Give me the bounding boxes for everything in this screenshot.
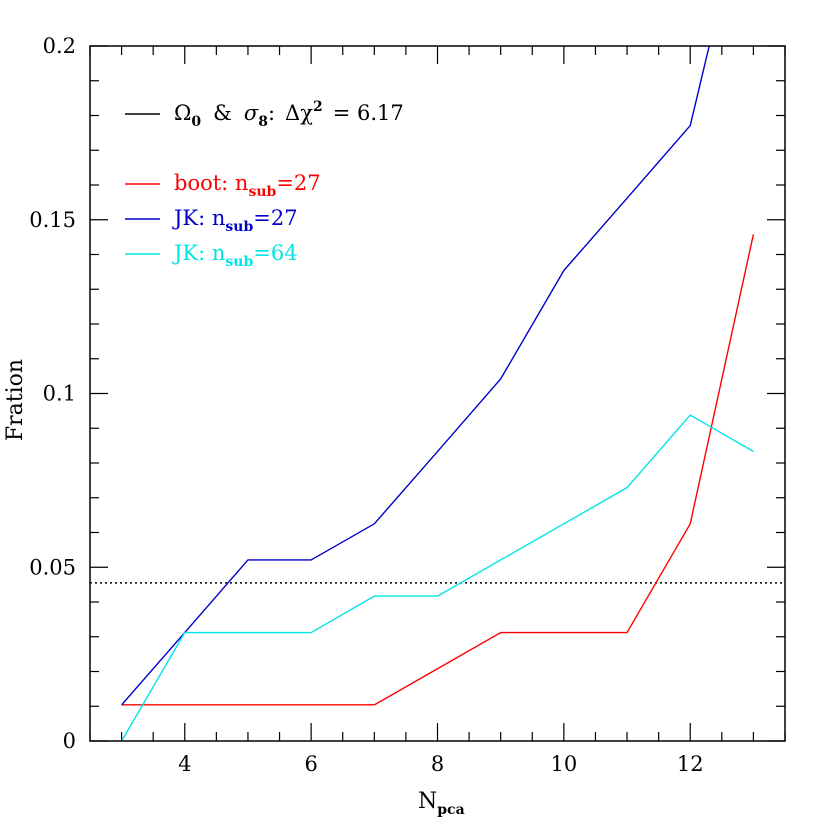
y-tick-label: 0.15 — [29, 208, 76, 232]
plot-frame — [89, 45, 786, 742]
legend-header-label: Ω0 & σ8: Δχ2 = 6.17 — [174, 99, 404, 130]
delta-chi: Δχ — [285, 101, 313, 125]
legend-label-boot-27: boot: nsub=27 — [174, 171, 321, 200]
legend-label-value: =27 — [253, 206, 297, 230]
x-axis-label-subscript: pca — [437, 802, 464, 818]
legend-label-value: =27 — [276, 171, 320, 195]
y-tick-label: 0 — [63, 729, 76, 753]
tick-labels: 4 6 8 10 12 0 0.05 0.1 0.15 0.2 — [29, 34, 703, 776]
chi-superscript: 2 — [313, 99, 323, 115]
y-tick-label: 0.2 — [43, 34, 76, 58]
x-axis-label: N — [418, 789, 437, 814]
y-axis-title: Fration — [3, 359, 28, 441]
delta-chi-value: = 6.17 — [333, 101, 404, 125]
ampersand: & — [213, 101, 232, 125]
y-tick-label: 0.05 — [29, 555, 76, 579]
legend-series: boot: nsub=27 JK: nsub=27 JK: nsub=64 — [125, 171, 321, 270]
series-line-boot-27 — [121, 234, 755, 706]
legend-label-subscript: sub — [248, 184, 276, 200]
x-tick-label: 10 — [550, 752, 577, 776]
legend-label-jk-27: JK: nsub=27 — [172, 206, 298, 235]
x-tick-label: 12 — [677, 752, 704, 776]
major-ticks — [90, 45, 785, 742]
omega-symbol: Ω — [174, 101, 191, 125]
series-lines — [120, 45, 755, 742]
legend-label-subscript: sub — [225, 219, 253, 235]
x-tick-label: 8 — [431, 752, 444, 776]
minor-ticks — [89, 46, 786, 741]
legend-item-jk-27: JK: nsub=27 — [125, 206, 298, 235]
legend-label-subscript: sub — [225, 254, 253, 270]
legend-label-main: JK: n — [172, 241, 225, 265]
legend-label-value: =64 — [253, 241, 297, 265]
legend-label-main: boot: n — [174, 171, 248, 195]
legend-item-jk-64: JK: nsub=64 — [125, 241, 298, 270]
legend-item-boot-27: boot: nsub=27 — [125, 171, 321, 200]
x-tick-label: 4 — [178, 752, 191, 776]
series-line-jk-64 — [120, 414, 754, 742]
sigma-symbol: σ — [244, 101, 259, 125]
y-tick-label: 0.1 — [43, 382, 76, 406]
omega-subscript: 0 — [191, 114, 201, 130]
series-line-jk-27 — [121, 45, 710, 706]
legend-label-jk-64: JK: nsub=64 — [172, 241, 298, 270]
x-tick-label: 6 — [304, 752, 317, 776]
sigma-subscript: 8 — [258, 114, 268, 130]
legend-header: Ω0 & σ8: Δχ2 = 6.17 — [125, 99, 404, 130]
legend-label-main: JK: n — [172, 206, 225, 230]
x-axis-title: Npca — [418, 789, 465, 818]
colon: : — [268, 101, 275, 125]
